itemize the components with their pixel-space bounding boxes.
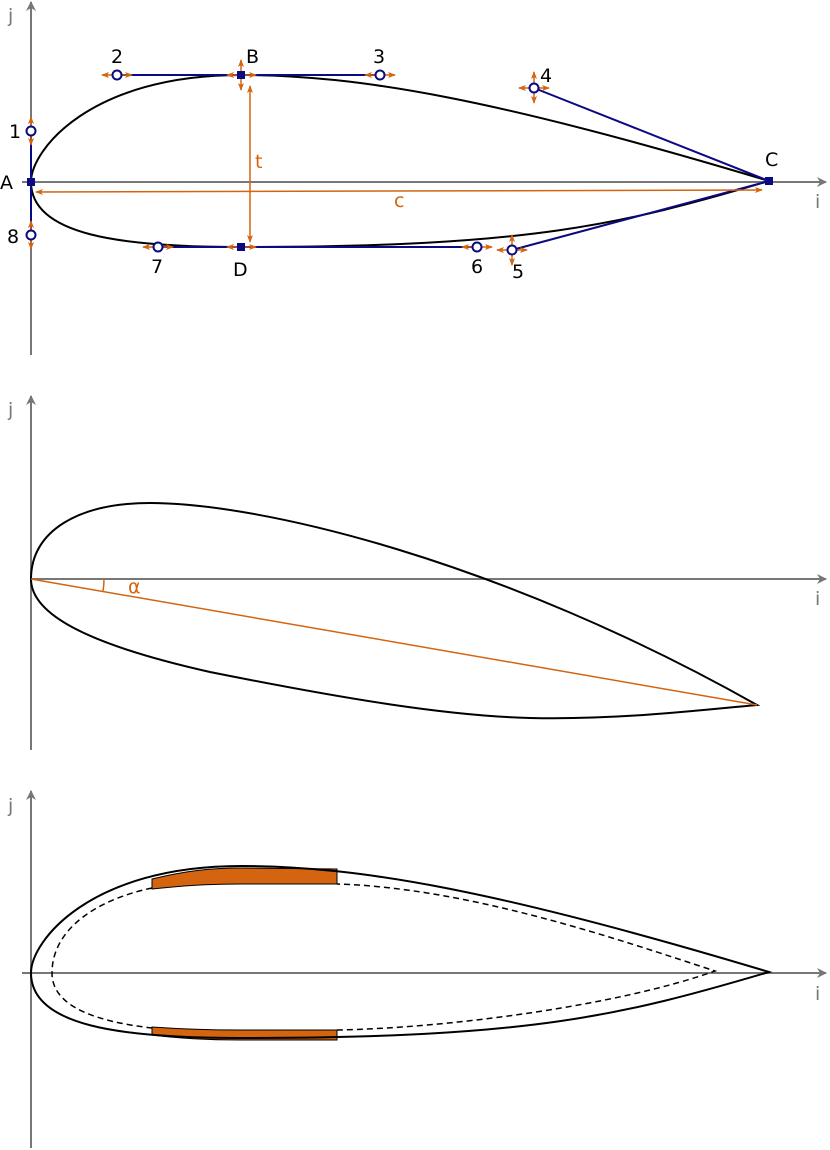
- label-B: B: [246, 46, 259, 68]
- label-3: 3: [373, 46, 385, 68]
- label-8: 8: [7, 226, 19, 248]
- panel-middle-angle-of-attack: j i α: [7, 395, 827, 750]
- airfoil-curve: [30, 74, 770, 248]
- thickness-label: t: [255, 151, 262, 173]
- control-point-2[interactable]: [111, 69, 123, 81]
- chord-label: c: [394, 190, 404, 212]
- panel-bottom-structure: j i: [7, 790, 827, 1148]
- label-C: C: [765, 149, 778, 171]
- label-5: 5: [512, 261, 524, 283]
- label-1: 1: [9, 121, 21, 143]
- control-point-4[interactable]: [528, 82, 540, 94]
- rotated-airfoil-curve: [29, 501, 761, 720]
- anchor-point-B[interactable]: [237, 71, 245, 79]
- angle-label: α: [128, 576, 141, 598]
- label-A: A: [0, 172, 13, 194]
- label-2: 2: [111, 46, 123, 68]
- label-7: 7: [151, 256, 163, 278]
- axis-j-label: j: [7, 5, 13, 27]
- axis-i-label: i: [815, 983, 820, 1005]
- control-handles: [30, 74, 770, 251]
- anchor-point-C[interactable]: [765, 177, 773, 185]
- drag-arrows: [28, 59, 550, 266]
- label-4: 4: [540, 65, 552, 87]
- label-6: 6: [471, 256, 483, 278]
- anchor-point-D[interactable]: [237, 243, 245, 251]
- axis-j-label: j: [7, 795, 13, 817]
- anchor-point-A[interactable]: [27, 178, 35, 186]
- axis-i-label: i: [815, 588, 820, 610]
- airfoil-inner-skin: [51, 883, 718, 1031]
- angle-arc: [102, 578, 105, 592]
- control-point-8[interactable]: [25, 229, 37, 241]
- panel-top-control-points: j i t c: [0, 1, 827, 355]
- chord-dimension: [35, 187, 763, 195]
- control-point-1[interactable]: [25, 125, 37, 137]
- label-D: D: [233, 259, 248, 281]
- control-point-5[interactable]: [506, 244, 518, 256]
- axis-i-label: i: [815, 191, 820, 213]
- control-point-6[interactable]: [471, 241, 483, 253]
- control-point-7[interactable]: [152, 241, 164, 253]
- axis-j-label: j: [7, 399, 13, 421]
- control-point-3[interactable]: [374, 69, 386, 81]
- chord-line: [30, 578, 758, 706]
